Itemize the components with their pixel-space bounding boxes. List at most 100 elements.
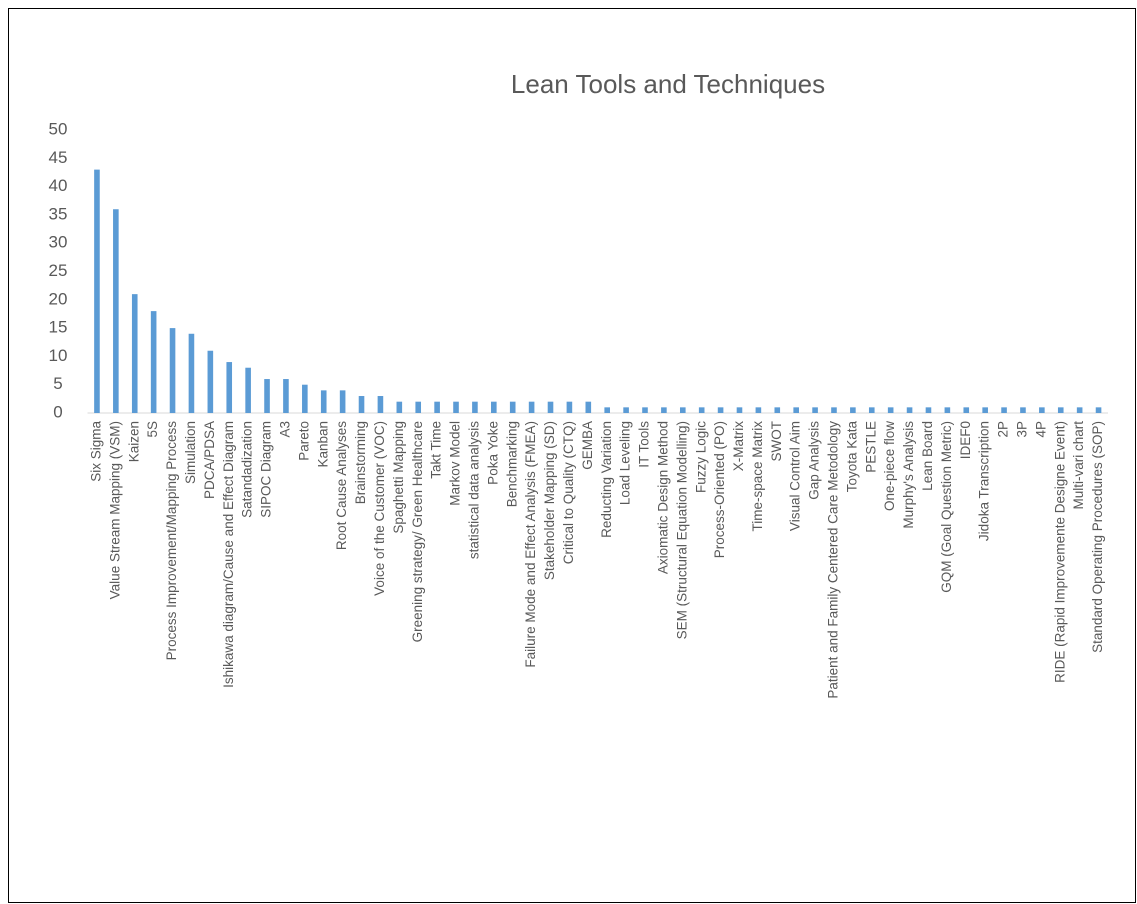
x-tick-label: Spaghetti Mapping — [391, 421, 406, 534]
y-tick-label: 45 — [49, 148, 68, 167]
x-tick-label: One-piece flow — [882, 421, 897, 511]
bar — [226, 362, 233, 413]
bar — [207, 350, 214, 413]
x-tick-label: 3P — [1015, 421, 1030, 438]
x-tick-label: Process Improvement/Mapping Process — [164, 421, 179, 661]
bar — [1076, 407, 1083, 413]
x-tick-label: 2P — [996, 421, 1011, 438]
x-tick-label: Voice of the Customer (VOC) — [372, 421, 387, 596]
y-tick-label: 0 — [53, 402, 62, 421]
x-tick-label: SWOT — [769, 421, 784, 462]
bar — [755, 407, 762, 413]
bar — [113, 209, 119, 413]
x-tick-label: Murphy's Analysis — [901, 421, 916, 529]
bar — [283, 379, 289, 413]
x-tick-label: Fuzzy Logic — [693, 421, 708, 493]
bar — [472, 401, 478, 413]
x-tick-label: PDCA/PDSA — [202, 421, 217, 499]
x-tick-label: 5S — [145, 421, 160, 438]
x-tick-label: Process-Oriented (PO) — [712, 421, 727, 558]
x-tick-label: Time-space Matrix — [750, 421, 765, 532]
bar — [358, 396, 365, 413]
bar — [661, 407, 667, 413]
y-tick-label: 25 — [49, 261, 68, 280]
x-tick-label: Failure Mode and Effect Analysis (FMEA) — [523, 421, 538, 668]
bar — [736, 407, 743, 413]
bar — [528, 401, 535, 413]
x-tick-label: Brainstorming — [353, 421, 368, 504]
x-tick-label: Kaizen — [126, 421, 141, 462]
x-tick-label: Reducting Variation — [599, 421, 614, 538]
bar — [453, 401, 459, 413]
bar — [1039, 407, 1045, 413]
x-tick-label: Ishikawa diagram/Cause and Effect Diagra… — [221, 421, 236, 688]
y-tick-label: 10 — [49, 346, 68, 365]
x-tick-label: Poka Yoke — [485, 421, 500, 485]
bar — [434, 401, 440, 413]
bar — [491, 401, 497, 413]
y-tick-label: 30 — [49, 233, 68, 252]
bar — [774, 407, 781, 413]
x-tick-label: Six Sigma — [89, 421, 104, 482]
bar — [169, 328, 176, 413]
x-tick-label: Pareto — [296, 421, 311, 461]
bar — [698, 407, 705, 413]
x-tick-label: Patient and Family Centered Care Metodol… — [826, 421, 841, 699]
bar — [963, 407, 970, 413]
bar — [339, 390, 346, 413]
frame — [8, 8, 1136, 903]
bar — [623, 407, 629, 413]
bar — [245, 367, 251, 413]
y-tick-label: 20 — [49, 289, 68, 308]
x-tick-label: Satandadization — [240, 421, 255, 518]
bar — [94, 169, 100, 413]
bar — [887, 407, 894, 413]
x-tick-label: statistical data analysis — [466, 421, 481, 559]
x-tick-label: RIDE (Rapid Improvemente Designe Event) — [1052, 421, 1067, 683]
bar — [925, 407, 932, 413]
bar — [1001, 407, 1007, 413]
x-tick-label: IDEF0 — [958, 421, 973, 459]
x-tick-label: Axiomatic Design Method — [655, 421, 670, 574]
bar — [547, 401, 554, 413]
x-tick-label: Critical to Quality (CTQ) — [561, 421, 576, 564]
x-tick-label: IT Tools — [637, 421, 652, 468]
x-tick-label: GQM (Goal Question Metric) — [939, 421, 954, 593]
bar — [1057, 407, 1064, 413]
x-tick-label: Root Cause Analyses — [334, 421, 349, 550]
x-tick-label: Load Leveling — [618, 421, 633, 505]
y-tick-label: 5 — [53, 374, 62, 393]
bar — [415, 401, 422, 413]
bar — [944, 407, 951, 413]
x-tick-label: Markov Model — [448, 421, 463, 506]
x-tick-label: Simulation — [183, 421, 198, 484]
bar — [396, 401, 403, 413]
x-tick-label: SIPOC Diagram — [259, 421, 274, 518]
bar — [850, 407, 856, 413]
bar — [868, 407, 875, 413]
x-tick-label: Multi-vari chart — [1071, 421, 1086, 510]
x-tick-label: Takt Time — [429, 421, 444, 479]
bar — [906, 407, 913, 413]
bar — [717, 407, 724, 413]
x-tick-label: Lean Board — [920, 421, 935, 491]
x-tick-label: SEM (Structural Equation Modelling) — [674, 421, 689, 639]
bar — [642, 407, 648, 413]
x-tick-label: Toyota Kata — [844, 421, 859, 493]
x-tick-label: X-Matrix — [731, 421, 746, 471]
bar — [812, 407, 818, 413]
bar — [585, 401, 592, 413]
bar — [377, 396, 384, 413]
chart-title: Lean Tools and Techniques — [511, 69, 825, 99]
x-tick-label: Stakeholder Mapping (SD) — [542, 421, 557, 580]
x-tick-label: PESTLE — [863, 421, 878, 473]
bar — [1095, 407, 1102, 413]
x-tick-label: Benchmarking — [504, 421, 519, 507]
bar — [150, 311, 157, 413]
x-tick-label: A3 — [277, 421, 292, 438]
bar — [1020, 407, 1026, 413]
bar — [679, 407, 686, 413]
x-tick-label: Greening strategy/ Green Healthcare — [410, 421, 425, 642]
bar — [831, 407, 837, 413]
